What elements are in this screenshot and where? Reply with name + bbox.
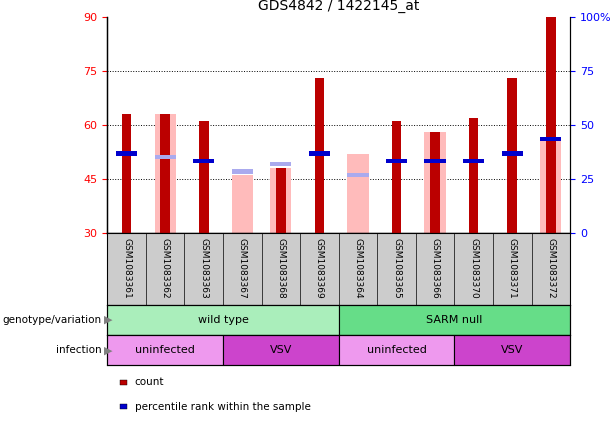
Bar	[424, 159, 446, 163]
Text: ▶: ▶	[104, 315, 113, 325]
Bar	[116, 151, 137, 156]
Text: GSM1083367: GSM1083367	[238, 239, 247, 299]
Text: GSM1083369: GSM1083369	[315, 239, 324, 299]
Text: infection: infection	[56, 345, 101, 355]
Bar	[430, 132, 440, 233]
Bar	[501, 151, 523, 156]
Bar	[392, 121, 402, 233]
Bar	[309, 151, 330, 156]
Text: VSV: VSV	[270, 345, 292, 355]
Bar	[107, 305, 338, 335]
Bar	[270, 168, 291, 233]
Bar	[540, 137, 562, 141]
Text: GSM1083371: GSM1083371	[508, 239, 517, 299]
Bar	[540, 139, 562, 233]
Bar	[232, 175, 253, 233]
Bar	[199, 121, 208, 233]
Bar	[386, 159, 407, 163]
Text: GSM1083362: GSM1083362	[161, 239, 170, 299]
Text: GSM1083364: GSM1083364	[354, 239, 362, 299]
Bar	[154, 114, 176, 233]
Bar	[276, 168, 286, 233]
Text: VSV: VSV	[501, 345, 524, 355]
Title: GDS4842 / 1422145_at: GDS4842 / 1422145_at	[258, 0, 419, 13]
Bar	[348, 173, 368, 177]
Bar	[314, 78, 324, 233]
Bar	[508, 78, 517, 233]
Bar	[338, 335, 454, 365]
Bar	[122, 114, 131, 233]
Bar	[454, 335, 570, 365]
Text: GSM1083368: GSM1083368	[276, 239, 285, 299]
Text: GSM1083365: GSM1083365	[392, 239, 401, 299]
Text: genotype/variation: genotype/variation	[2, 315, 101, 325]
Bar	[232, 169, 253, 174]
Bar	[469, 118, 479, 233]
Text: GSM1083366: GSM1083366	[430, 239, 440, 299]
Text: GSM1083372: GSM1083372	[546, 239, 555, 299]
Bar	[338, 305, 570, 335]
Bar	[424, 132, 446, 233]
Text: GSM1083363: GSM1083363	[199, 239, 208, 299]
Bar	[193, 159, 215, 163]
Bar	[161, 114, 170, 233]
Bar	[270, 162, 291, 167]
Text: uninfected: uninfected	[367, 345, 427, 355]
Text: wild type: wild type	[197, 315, 248, 325]
Bar	[463, 159, 484, 163]
Text: count: count	[135, 377, 164, 387]
Text: percentile rank within the sample: percentile rank within the sample	[135, 402, 311, 412]
Bar	[154, 155, 176, 159]
Bar	[546, 17, 555, 233]
Text: GSM1083370: GSM1083370	[469, 239, 478, 299]
Text: ▶: ▶	[104, 345, 113, 355]
Bar	[223, 335, 339, 365]
Text: uninfected: uninfected	[135, 345, 195, 355]
Bar	[348, 154, 368, 233]
Text: SARM null: SARM null	[426, 315, 482, 325]
Bar	[107, 335, 223, 365]
Text: GSM1083361: GSM1083361	[122, 239, 131, 299]
